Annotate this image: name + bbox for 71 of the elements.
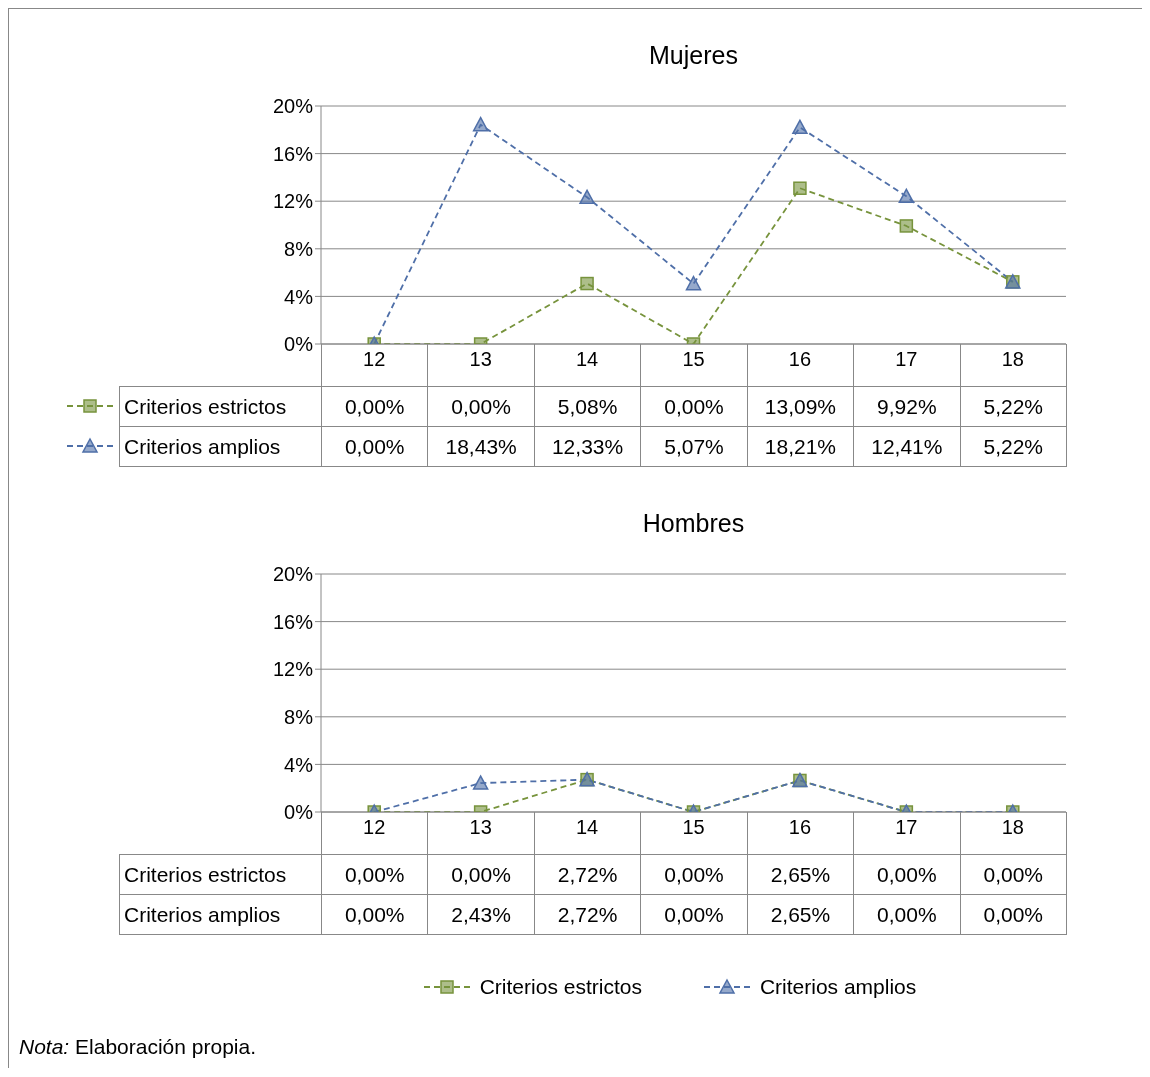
x-tick-label: 12 xyxy=(363,348,386,371)
data-label: 18,21% xyxy=(747,426,854,467)
data-label: 0,00% xyxy=(640,894,748,935)
data-label: 0,00% xyxy=(427,386,535,427)
point xyxy=(898,188,915,204)
data-label: 0,00% xyxy=(960,854,1067,895)
data-label: 0,00% xyxy=(321,894,428,935)
point xyxy=(472,116,489,132)
x-tick-label: 16 xyxy=(788,816,812,839)
data-label: 12,41% xyxy=(853,426,961,467)
y-tick-label: 12% xyxy=(272,658,314,681)
data-label: 2,72% xyxy=(534,894,641,935)
x-tick-label: 13 xyxy=(469,816,492,839)
x-tick-label: 15 xyxy=(682,348,705,371)
text: Criterios estrictos xyxy=(124,862,287,886)
data-label: 18,43% xyxy=(427,426,535,467)
legend-label: Criterios estrictos xyxy=(479,975,642,999)
data-label: 2,65% xyxy=(747,854,854,895)
point xyxy=(793,181,807,195)
point xyxy=(579,189,595,205)
x-tick-label: 12 xyxy=(363,816,386,839)
y-tick-label: 16% xyxy=(272,142,314,165)
x-tick-label: 17 xyxy=(895,816,918,839)
data-label: 0,00% xyxy=(853,894,961,935)
y-tick-label: 20% xyxy=(272,95,314,118)
point xyxy=(685,275,702,291)
data-label: 0,00% xyxy=(427,854,535,895)
data-label: 2,72% xyxy=(534,854,641,895)
text: Criterios amplios xyxy=(124,902,281,926)
y-tick-label: 4% xyxy=(284,753,314,776)
data-label: 0,00% xyxy=(321,426,428,467)
y-tick-label: 8% xyxy=(284,705,314,728)
x-tick-label: 17 xyxy=(895,348,918,371)
x-tick-label: 15 xyxy=(682,816,705,839)
text: Nota: Elaboración propia. xyxy=(19,1035,257,1059)
point xyxy=(792,119,808,135)
legend-label: Criterios amplios xyxy=(759,975,917,999)
y-tick-label: 12% xyxy=(272,190,314,213)
x-tick-label: 18 xyxy=(1001,816,1024,839)
y-tick-label: 0% xyxy=(284,801,314,824)
y-tick-label: 0% xyxy=(284,333,314,356)
chart-title: Mujeres xyxy=(648,41,739,70)
x-tick-label: 18 xyxy=(1001,348,1024,371)
data-label: 0,00% xyxy=(321,854,428,895)
data-label: 0,00% xyxy=(960,894,1067,935)
x-tick-label: 16 xyxy=(788,348,812,371)
data-label: 12,33% xyxy=(534,426,641,467)
data-label: 0,00% xyxy=(853,854,961,895)
y-tick-label: 20% xyxy=(272,563,314,586)
data-label: 5,08% xyxy=(534,386,641,427)
y-tick-label: 8% xyxy=(284,237,314,260)
x-tick-label: 14 xyxy=(575,816,599,839)
x-tick-label: 14 xyxy=(575,348,599,371)
legend-label: Criterios amplios xyxy=(119,426,322,467)
chart-title: Hombres xyxy=(641,509,746,538)
point xyxy=(899,219,914,233)
x-tick-label: 13 xyxy=(469,348,492,371)
data-label: 0,00% xyxy=(321,386,428,427)
data-label: 5,22% xyxy=(960,386,1067,427)
y-tick-label: 4% xyxy=(284,285,314,308)
data-label: 5,07% xyxy=(640,426,748,467)
data-label: 2,65% xyxy=(747,894,854,935)
y-tick-label: 16% xyxy=(272,610,314,633)
data-label: 9,92% xyxy=(853,386,961,427)
point xyxy=(580,276,594,291)
legend-label: Criterios estrictos xyxy=(119,386,322,427)
data-label: 2,43% xyxy=(427,894,535,935)
data-label: 13,09% xyxy=(747,386,854,427)
data-label: 5,22% xyxy=(960,426,1067,467)
data-label: 0,00% xyxy=(640,386,748,427)
data-label: 0,00% xyxy=(640,854,748,895)
